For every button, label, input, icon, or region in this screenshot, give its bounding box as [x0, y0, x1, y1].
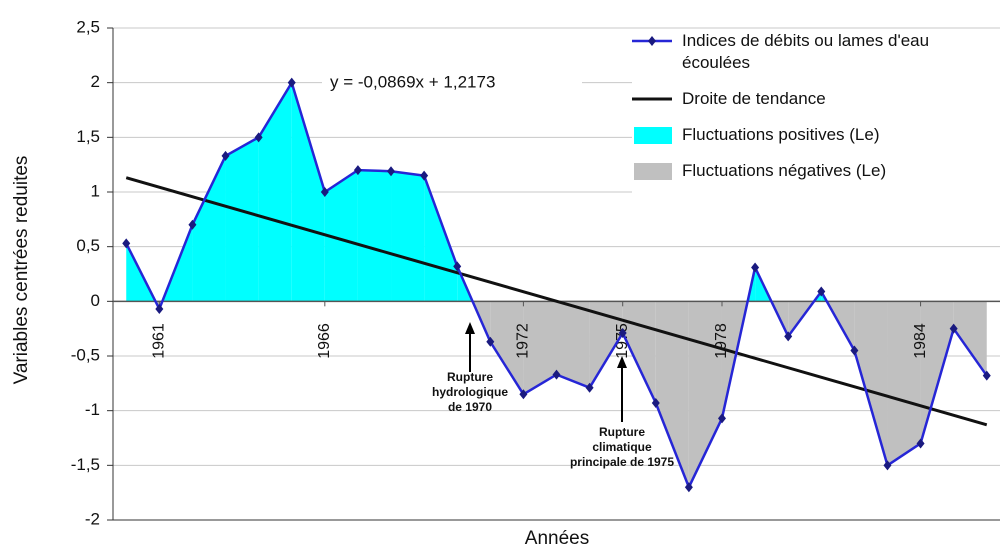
y-tick-label: 0,5: [76, 236, 100, 255]
y-axis-title: Variables centrées reduites: [11, 156, 32, 385]
y-tick-label: -1,5: [71, 455, 100, 474]
data-point: [585, 382, 594, 393]
data-point: [717, 413, 726, 424]
fluctuation-area: [357, 170, 392, 302]
data-point: [684, 482, 693, 493]
data-point: [287, 77, 296, 88]
fluctuation-area: [854, 301, 888, 466]
arrow-head: [465, 322, 475, 334]
fluctuation-area: [887, 301, 921, 466]
y-tick-label: 1,5: [76, 127, 100, 146]
legend-item: Fluctuations positives (Le): [632, 124, 1000, 146]
data-point: [122, 238, 131, 249]
y-tick-label: 2,5: [76, 17, 100, 36]
data-point: [254, 132, 263, 143]
fluctuation-area: [291, 82, 325, 302]
legend-item: Droite de tendance: [632, 88, 1000, 110]
legend-swatch: [632, 124, 672, 144]
data-point: [453, 261, 462, 272]
data-point: [552, 369, 561, 380]
data-point: [982, 370, 991, 381]
arrow-head: [617, 356, 627, 368]
trend-line: [125, 176, 988, 427]
trend-equation: y = -0,0869x + 1,2173: [330, 72, 495, 91]
fluctuation-area: [523, 301, 557, 395]
legend-marker: [634, 163, 672, 180]
legend-label: Indices de débits ou lames d'eau écoulée…: [682, 31, 930, 72]
data-point: [188, 219, 197, 230]
x-tick-label: 1966: [316, 323, 333, 359]
data-point: [387, 166, 396, 177]
x-tick-label: 1975: [614, 323, 631, 359]
y-tick-label: -0,5: [71, 345, 100, 364]
x-tick-label: 1961: [151, 323, 168, 359]
data-point: [221, 150, 230, 161]
data-point: [949, 323, 958, 334]
equation-bg: [322, 70, 582, 94]
x-tick-label: 1972: [515, 323, 532, 359]
data-point: [916, 438, 925, 449]
annotation-text: climatique: [592, 440, 652, 454]
fluctuation-area: [556, 301, 590, 388]
legend-item: Fluctuations négatives (Le): [632, 160, 1000, 182]
data-point: [618, 328, 627, 339]
data-point: [883, 460, 892, 471]
data-point: [784, 331, 793, 342]
y-tick-label: -1: [85, 400, 100, 419]
fluctuation-area: [258, 82, 292, 302]
data-point: [751, 262, 760, 273]
fluctuation-area: [490, 301, 524, 395]
x-tick-label: 1984: [912, 323, 929, 359]
legend: Indices de débits ou lames d'eau écoulée…: [632, 30, 1000, 196]
legend-swatch: [632, 88, 672, 108]
data-point: [320, 187, 329, 197]
annotation-text: Rupture: [447, 370, 493, 384]
data-point: [155, 303, 164, 314]
data-point: [519, 389, 528, 400]
fluctuation-area: [324, 170, 358, 302]
y-tick-label: -2: [85, 509, 100, 528]
x-tick-label: 1978: [713, 323, 730, 359]
x-axis-title: Années: [525, 528, 589, 549]
data-point: [850, 345, 859, 356]
fluctuation-area: [391, 171, 425, 302]
data-point: [651, 398, 660, 409]
legend-label: Fluctuations négatives (Le): [682, 161, 887, 180]
legend-item: Indices de débits ou lames d'eau écoulée…: [632, 30, 1000, 74]
annotation-text: Rupture: [599, 425, 645, 439]
y-tick-label: 0: [91, 291, 100, 310]
legend-label: Droite de tendance: [682, 89, 826, 108]
fluctuation-area: [589, 301, 623, 388]
fluctuation-area: [424, 175, 458, 302]
fluctuation-area: [225, 137, 259, 302]
annotation-text: principale de 1975: [570, 455, 674, 469]
legend-marker: [632, 36, 672, 46]
legend-swatch: [632, 160, 672, 180]
y-tick-label: 2: [91, 72, 100, 91]
legend-swatch: [632, 30, 672, 50]
legend-marker: [632, 97, 672, 101]
fluctuation-area: [655, 301, 689, 488]
annotation-text: hydrologique: [432, 385, 508, 399]
data-point: [486, 336, 495, 347]
fluctuation-area: [192, 155, 226, 302]
legend-label: Fluctuations positives (Le): [682, 125, 880, 144]
data-point: [353, 165, 362, 176]
fluctuation-area: [953, 301, 987, 376]
data-point: [420, 170, 429, 181]
data-point: [817, 286, 826, 297]
legend-marker: [634, 127, 672, 144]
y-tick-label: 1: [91, 181, 100, 200]
annotation-text: de 1970: [448, 400, 492, 414]
